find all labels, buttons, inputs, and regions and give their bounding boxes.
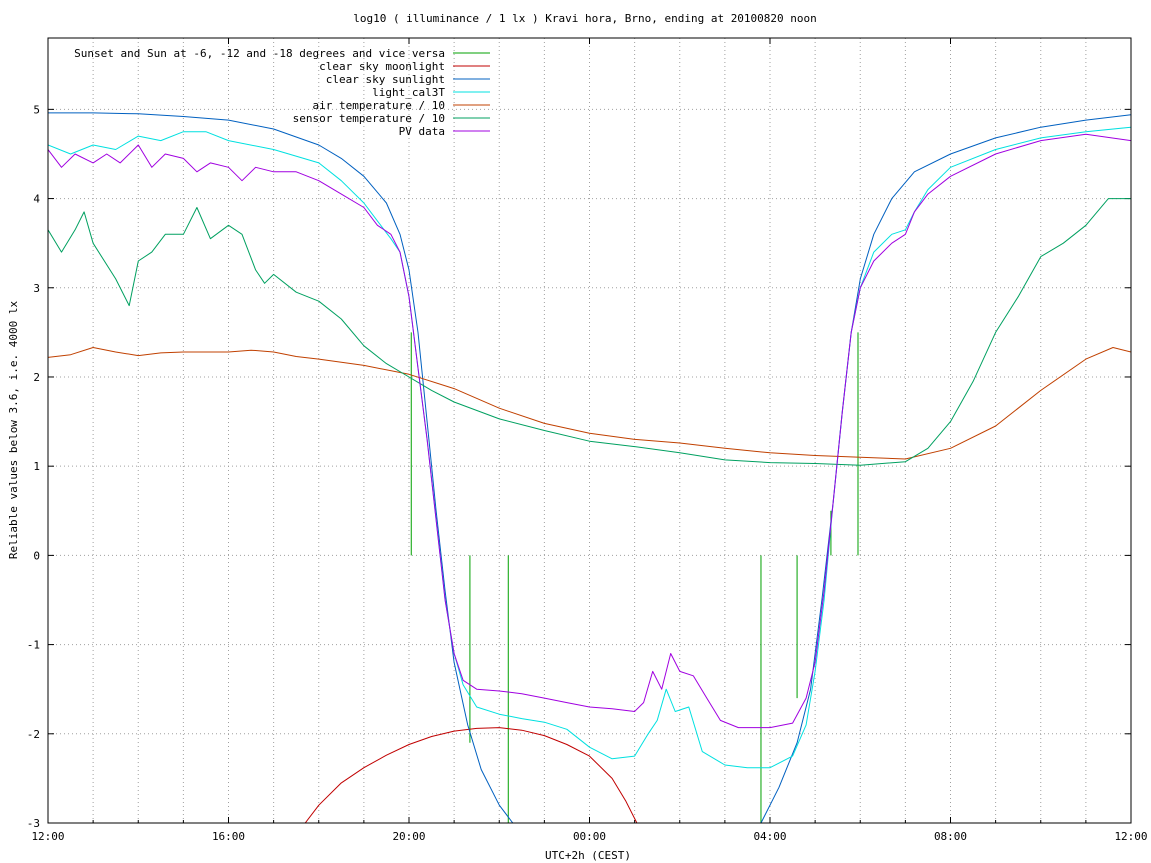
chart-title: log10 ( illuminance / 1 lx ) Kravi hora,… <box>353 12 817 25</box>
x-tick-label: 04:00 <box>753 830 786 843</box>
x-tick-label: 12:00 <box>31 830 64 843</box>
x-tick-label: 00:00 <box>573 830 606 843</box>
axis-ticks: 12:00 16:00 20:00 00:00 04:00 08:00 12:00-3-2-… <box>27 38 1148 843</box>
legend-label: light_cal3T <box>372 86 445 99</box>
legend-label: PV data <box>399 125 445 138</box>
legend-label: Sunset and Sun at -6, -12 and -18 degree… <box>74 47 445 60</box>
legend: Sunset and Sun at -6, -12 and -18 degree… <box>74 47 490 138</box>
y-tick-label: 4 <box>33 193 40 206</box>
series-line <box>48 133 1131 729</box>
y-tick-label: 1 <box>33 460 40 473</box>
legend-label: clear sky sunlight <box>326 73 445 86</box>
y-tick-label: -3 <box>27 817 40 830</box>
series-line <box>48 198 1131 466</box>
plot-frame <box>47 37 1132 824</box>
y-tick-label: -1 <box>27 639 40 652</box>
legend-label: clear sky moonlight <box>319 60 445 73</box>
series-line <box>760 114 1131 823</box>
series-line <box>48 347 1131 460</box>
y-tick-label: 3 <box>33 282 40 295</box>
series-line <box>48 126 1131 769</box>
series-group <box>48 112 1131 823</box>
y-tick-label: 2 <box>33 371 40 384</box>
y-tick-label: 0 <box>33 549 40 562</box>
series-line <box>304 727 638 823</box>
x-tick-label: 08:00 <box>934 830 967 843</box>
y-axis-label: Reliable values below 3.6, i.e. 4000 lx <box>7 300 20 559</box>
series-line <box>48 112 514 823</box>
y-tick-label: 5 <box>33 103 40 116</box>
y-tick-label: -2 <box>27 728 40 741</box>
legend-label: air temperature / 10 <box>313 99 445 112</box>
x-axis-label: UTC+2h (CEST) <box>545 849 631 862</box>
x-tick-label: 12:00 <box>1114 830 1147 843</box>
x-tick-label: 20:00 <box>392 830 425 843</box>
plot-area <box>48 112 1131 823</box>
legend-label: sensor temperature / 10 <box>293 112 445 125</box>
x-tick-label: 16:00 <box>212 830 245 843</box>
grid <box>48 38 1131 823</box>
